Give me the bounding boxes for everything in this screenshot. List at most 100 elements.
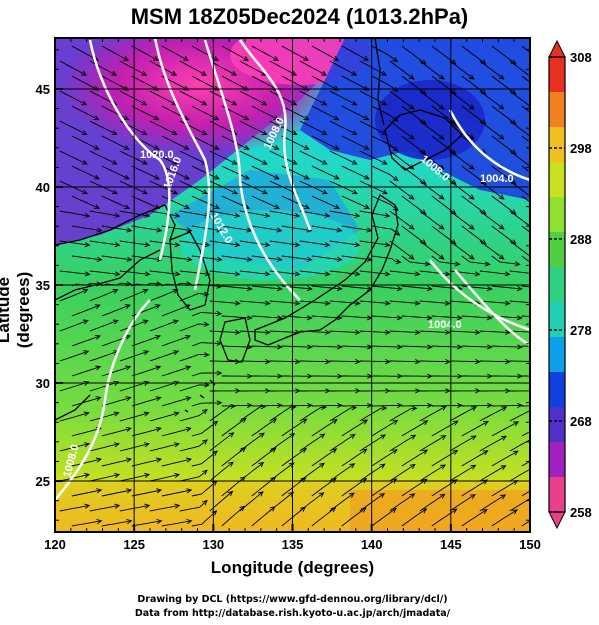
streamline [311, 345, 342, 348]
streamline [251, 447, 277, 467]
streamline-arrow [144, 242, 151, 248]
streamline [389, 434, 416, 452]
streamline-arrow [113, 442, 120, 448]
streamline-arrow [216, 256, 223, 262]
streamline-arrow [438, 194, 445, 200]
streamline-arrow [261, 130, 268, 135]
streamline [179, 500, 208, 512]
streamline-arrow [354, 329, 361, 335]
isobar-1020 [88, 39, 171, 261]
streamline-arrow [438, 134, 445, 140]
streamline-arrow [114, 212, 121, 218]
streamline [59, 60, 87, 76]
streamline [221, 476, 246, 497]
streamline-arrow [360, 507, 367, 513]
streamline [521, 225, 530, 233]
streamline [179, 354, 209, 362]
streamline-arrow [276, 285, 283, 292]
streamline-arrow [457, 402, 463, 409]
streamline [251, 418, 277, 437]
contour-label: 1004.0 [480, 173, 514, 185]
streamline-arrow [294, 212, 301, 218]
streamline-arrow [468, 254, 475, 260]
streamline-arrow [414, 271, 421, 277]
streamline-arrow [257, 491, 264, 497]
streamline-arrow [213, 115, 220, 121]
streamline [89, 412, 119, 422]
streamline-arrow [84, 503, 91, 509]
streamline-arrow [354, 242, 361, 248]
streamline [131, 335, 161, 347]
streamline-arrow [454, 261, 461, 267]
streamline-arrow [393, 205, 399, 211]
streamline [281, 404, 312, 407]
streamline-arrow [381, 70, 388, 76]
streamline-arrow [124, 204, 131, 210]
streamline [149, 270, 180, 275]
streamline [59, 443, 90, 452]
streamline [191, 165, 220, 180]
streamline [251, 506, 276, 527]
streamline-arrow [201, 189, 208, 195]
streamline [269, 406, 296, 422]
streamline-arrow [172, 288, 179, 294]
streamline [59, 289, 88, 302]
streamline-arrow [532, 407, 537, 411]
streamline-arrow [291, 130, 298, 135]
streamline-arrow [319, 433, 326, 439]
streamline-arrow [306, 285, 313, 292]
streamline [449, 240, 475, 260]
hokkaido-coast [384, 109, 463, 171]
isobar-1008-e [429, 259, 530, 332]
streamline [179, 469, 208, 482]
streamline-arrow [333, 85, 340, 91]
streamline-arrow [484, 261, 491, 267]
streamline-arrow [384, 271, 391, 277]
streamline-arrow [324, 271, 331, 277]
y-tick-label: 25 [36, 474, 50, 489]
streamline [311, 105, 339, 121]
streamline [341, 315, 372, 319]
streamline-arrow [204, 212, 211, 218]
streamline-arrow [156, 256, 163, 262]
streamline [161, 427, 191, 437]
streamline-arrow [351, 159, 358, 165]
korea-coast [169, 231, 211, 311]
streamline [179, 439, 208, 452]
colorbar-tick-label: 288 [570, 232, 592, 247]
streamline-arrow [83, 350, 90, 356]
streamline-arrow [82, 288, 89, 294]
credit-dcl: Drawing by DCL (https://www.gfd-dennou.o… [137, 594, 448, 605]
streamline-arrow [112, 288, 119, 294]
streamline-arrow [384, 329, 391, 335]
streamline-arrow [144, 472, 151, 478]
streamline-arrow [231, 189, 238, 195]
streamline-arrow [246, 285, 253, 292]
streamline [389, 493, 415, 512]
streamline [161, 165, 190, 180]
streamline-arrow [271, 418, 278, 424]
streamline-arrow [124, 304, 131, 310]
y-tick-label: 35 [36, 278, 50, 293]
streamline-arrow [243, 145, 250, 150]
streamline-arrow [96, 488, 103, 494]
streamline [149, 289, 178, 302]
streamline [521, 315, 530, 318]
streamline [509, 270, 530, 274]
streamline-arrow [294, 271, 301, 277]
streamline [419, 210, 445, 230]
streamline [251, 45, 279, 61]
streamline-arrow [482, 450, 489, 456]
streamline-arrow [114, 242, 121, 248]
streamline-arrow [83, 380, 90, 386]
streamline [371, 508, 397, 527]
streamline [71, 135, 99, 150]
streamline [269, 360, 300, 363]
streamline-arrow [438, 74, 445, 80]
streamline-arrow [409, 464, 416, 470]
streamline-arrow [234, 271, 241, 277]
streamline [359, 210, 390, 217]
streamline [431, 345, 462, 348]
streamline-arrow [276, 227, 283, 233]
streamline [431, 135, 457, 155]
